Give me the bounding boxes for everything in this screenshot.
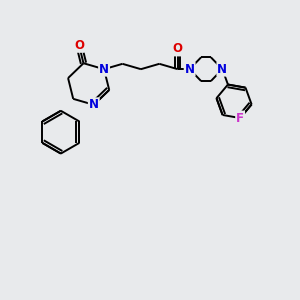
Text: N: N (217, 63, 227, 76)
Text: N: N (185, 63, 195, 76)
Text: N: N (89, 98, 99, 111)
Text: F: F (236, 112, 244, 124)
Text: O: O (74, 39, 84, 52)
Text: N: N (99, 63, 109, 76)
Text: O: O (173, 43, 183, 56)
